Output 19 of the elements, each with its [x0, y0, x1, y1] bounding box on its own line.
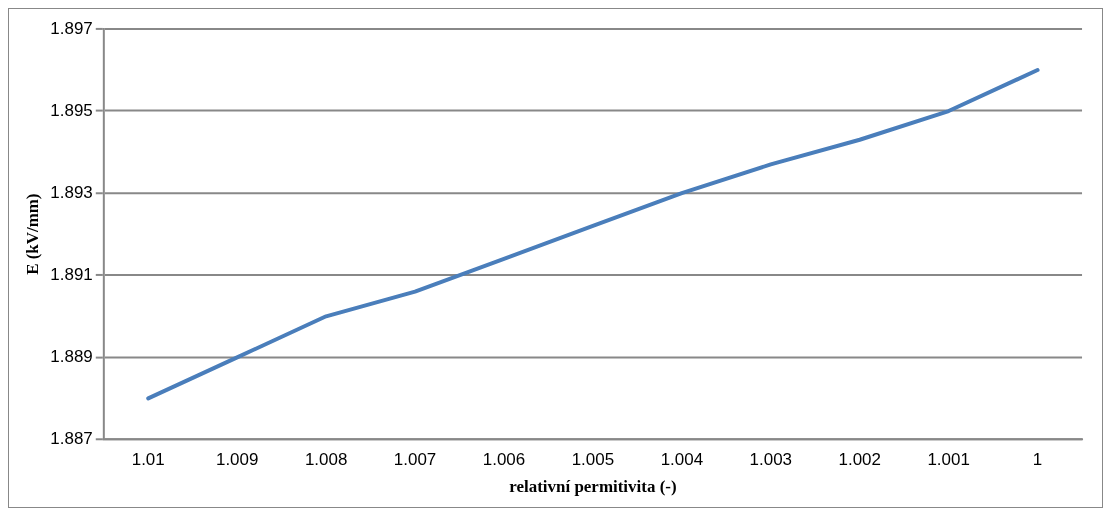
x-tick-label: 1.007 — [393, 450, 437, 470]
x-tick-label: 1.002 — [838, 450, 881, 470]
x-tick-label: 1.009 — [215, 450, 259, 470]
x-tick-label: 1.003 — [749, 450, 792, 470]
y-tick-label: 1.891 — [50, 264, 93, 284]
y-tick-label: 1.893 — [50, 182, 93, 202]
y-tick-label: 1.887 — [50, 429, 93, 449]
x-tick-label: 1.001 — [927, 450, 970, 470]
x-tick-label: 1.004 — [660, 450, 704, 470]
x-tick-label: 1.008 — [304, 450, 348, 470]
y-tick-label: 1.895 — [50, 100, 93, 120]
x-axis-title: relativní permitivita (-) — [509, 477, 677, 497]
y-axis-title: E (kV/mm) — [22, 193, 42, 275]
x-tick-label: 1.01 — [131, 450, 165, 470]
x-tick-label: 1.006 — [482, 450, 526, 470]
y-tick-label: 1.889 — [50, 347, 93, 367]
x-tick-label: 1.005 — [571, 450, 615, 470]
x-tick-label: 1 — [1032, 450, 1043, 470]
y-tick-label: 1.897 — [50, 18, 93, 38]
